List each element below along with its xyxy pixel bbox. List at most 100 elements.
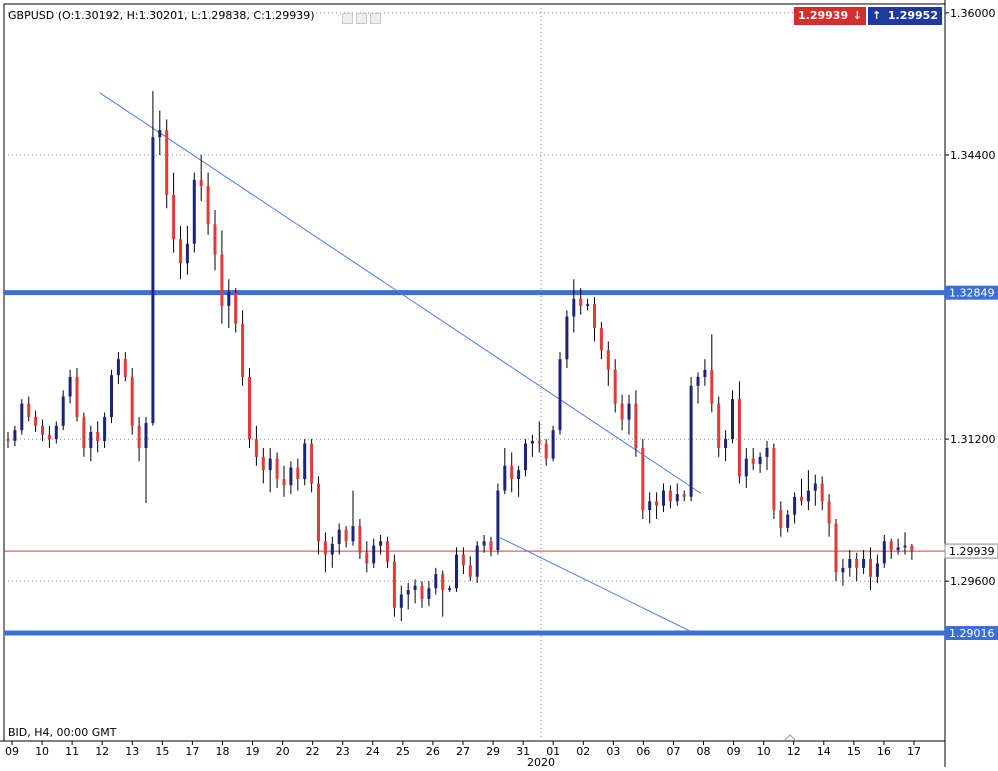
candle-body[interactable]: [551, 430, 555, 459]
candle-body[interactable]: [489, 541, 493, 551]
candle-body[interactable]: [662, 490, 665, 506]
candle-body[interactable]: [34, 416, 38, 426]
candle-body[interactable]: [337, 529, 341, 544]
candle-body[interactable]: [744, 458, 748, 477]
candle-body[interactable]: [13, 430, 17, 441]
candle-body[interactable]: [413, 585, 417, 591]
candle-body[interactable]: [786, 514, 790, 528]
candle-body[interactable]: [586, 304, 590, 306]
candle-body[interactable]: [565, 316, 569, 360]
candle-body[interactable]: [813, 483, 817, 491]
candle-body[interactable]: [158, 130, 162, 138]
candle-body[interactable]: [896, 547, 900, 551]
candle-body[interactable]: [627, 403, 631, 420]
candle-body[interactable]: [261, 456, 265, 471]
candle-body[interactable]: [710, 369, 714, 404]
candle-body[interactable]: [806, 490, 810, 502]
candle-body[interactable]: [27, 403, 31, 417]
candle-body[interactable]: [254, 439, 258, 457]
minimize-icon[interactable]: [342, 13, 353, 24]
candle-body[interactable]: [613, 369, 617, 404]
candle-body[interactable]: [296, 467, 300, 480]
candle-body[interactable]: [641, 447, 645, 511]
candle-body[interactable]: [834, 523, 838, 573]
candle-body[interactable]: [116, 359, 120, 376]
candle-body[interactable]: [524, 443, 527, 471]
candle-body[interactable]: [172, 194, 176, 240]
candle-body[interactable]: [96, 431, 100, 441]
candle-body[interactable]: [599, 328, 603, 351]
candle-body[interactable]: [461, 554, 465, 566]
candle-body[interactable]: [648, 501, 652, 511]
candle-body[interactable]: [144, 423, 148, 448]
candle-body[interactable]: [800, 496, 803, 502]
candle-body[interactable]: [330, 543, 334, 555]
candle-body[interactable]: [75, 376, 79, 417]
candle-body[interactable]: [634, 403, 638, 448]
candle-body[interactable]: [323, 541, 327, 555]
scroll-marker-icon[interactable]: [783, 734, 797, 742]
candle-body[interactable]: [696, 376, 700, 386]
candle-body[interactable]: [737, 399, 741, 477]
candle-body[interactable]: [593, 304, 596, 329]
candle-body[interactable]: [517, 470, 521, 480]
candle-body[interactable]: [268, 458, 272, 471]
candle-body[interactable]: [303, 443, 307, 480]
candle-body[interactable]: [448, 588, 452, 591]
candle-body[interactable]: [910, 545, 914, 551]
candle-body[interactable]: [441, 574, 445, 591]
candle-body[interactable]: [751, 458, 755, 464]
candle-body[interactable]: [41, 425, 44, 435]
candle-body[interactable]: [165, 130, 169, 195]
candle-body[interactable]: [392, 561, 396, 608]
candle-body[interactable]: [289, 467, 293, 486]
candle-body[interactable]: [406, 590, 410, 595]
candle-body[interactable]: [724, 439, 728, 448]
price-axis[interactable]: 1.36000 1.34400 1.31200 1.29600: [945, 7, 996, 588]
candle-body[interactable]: [434, 574, 438, 589]
candle-body[interactable]: [220, 254, 224, 306]
candle-body[interactable]: [420, 585, 424, 599]
candle-body[interactable]: [862, 558, 866, 568]
candle-body[interactable]: [372, 545, 376, 564]
trendline-lower[interactable]: [499, 537, 690, 632]
candle-body[interactable]: [227, 292, 231, 306]
candle-body[interactable]: [889, 541, 893, 551]
candle-body[interactable]: [137, 425, 141, 448]
candle-body[interactable]: [241, 323, 245, 377]
candle-body[interactable]: [344, 529, 348, 542]
candle-layer[interactable]: [6, 91, 914, 622]
candle-body[interactable]: [620, 403, 624, 420]
candle-body[interactable]: [731, 399, 734, 440]
candle-body[interactable]: [758, 456, 762, 464]
candle-body[interactable]: [668, 490, 672, 502]
candle-body[interactable]: [841, 567, 845, 573]
candle-body[interactable]: [765, 447, 769, 457]
candle-body[interactable]: [496, 490, 500, 551]
candle-body[interactable]: [475, 545, 479, 577]
candle-body[interactable]: [20, 403, 24, 431]
candle-body[interactable]: [61, 396, 65, 426]
candle-body[interactable]: [579, 298, 583, 306]
close-icon[interactable]: [370, 13, 381, 24]
candle-body[interactable]: [779, 510, 783, 528]
candle-body[interactable]: [317, 483, 320, 542]
candle-body[interactable]: [123, 359, 127, 377]
candle-body[interactable]: [179, 239, 182, 264]
candle-body[interactable]: [47, 434, 51, 440]
candle-body[interactable]: [530, 440, 534, 444]
window-controls[interactable]: [342, 9, 384, 28]
candle-body[interactable]: [185, 243, 189, 264]
candle-body[interactable]: [882, 541, 886, 564]
candle-body[interactable]: [655, 501, 659, 506]
candle-body[interactable]: [151, 137, 155, 424]
candle-body[interactable]: [386, 541, 389, 562]
candle-body[interactable]: [130, 376, 134, 426]
trendline-upper[interactable]: [99, 92, 702, 494]
candle-body[interactable]: [310, 443, 314, 484]
candle-body[interactable]: [703, 369, 707, 377]
candle-body[interactable]: [820, 483, 824, 502]
candle-body[interactable]: [675, 494, 679, 502]
candle-body[interactable]: [282, 479, 286, 486]
buy-price-button[interactable]: ↑ 1.29952: [868, 7, 942, 25]
